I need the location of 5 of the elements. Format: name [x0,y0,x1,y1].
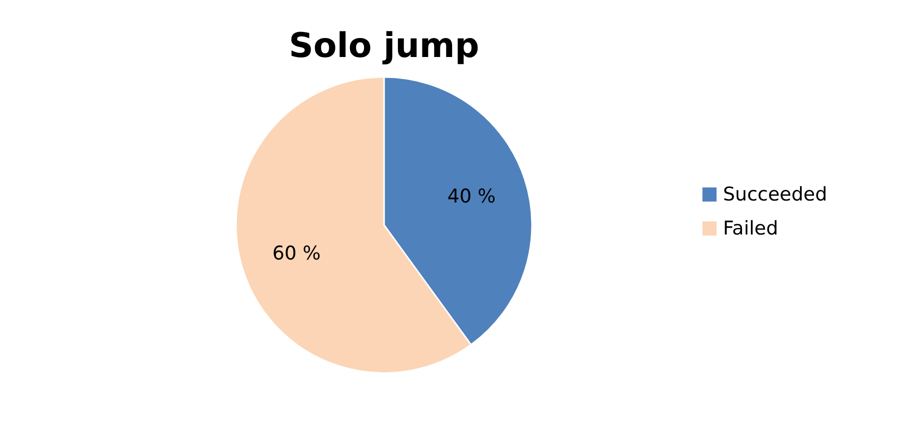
data-label: 60 % [272,242,321,264]
chart-title: Solo jump [288,26,480,66]
legend-label: Failed [723,218,778,240]
legend-label: Succeeded [723,184,828,206]
data-label: 40 % [447,186,496,208]
